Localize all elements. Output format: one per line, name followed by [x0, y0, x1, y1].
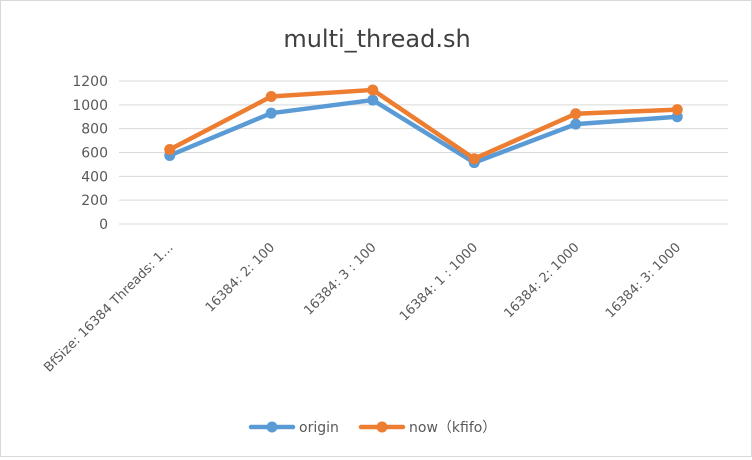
- y-axis: 0 200 400 600 800 1000 1200: [72, 74, 108, 233]
- legend-label-0: origin: [299, 420, 339, 436]
- legend-marker-0: [266, 421, 278, 433]
- data-point: [265, 90, 277, 102]
- chart-title: multi_thread.sh: [283, 25, 470, 53]
- x-tick-label: 16384: 3 : 100: [301, 240, 379, 318]
- data-point: [367, 84, 379, 96]
- x-axis: BfSize: 16384 Threads: 1… 16384: 2: 100 16…: [41, 240, 684, 375]
- x-tick-label: 16384: 3: 1000: [603, 240, 684, 321]
- x-tick-label: 16384: 2: 1000: [501, 240, 582, 321]
- x-tick-label: BfSize: 16384 Threads: 1…: [41, 240, 176, 375]
- plot-area: [164, 84, 683, 169]
- legend-label-1: now（kfifo）: [409, 420, 496, 436]
- data-point: [468, 153, 480, 165]
- y-tick-label: 1000: [72, 98, 108, 114]
- y-tick-label: 0: [99, 217, 108, 233]
- data-point: [164, 144, 176, 156]
- x-tick-label: 16384: 2: 100: [203, 240, 278, 315]
- gridlines: [119, 80, 728, 225]
- y-tick-label: 1200: [72, 74, 108, 90]
- data-point: [570, 108, 582, 120]
- series-line-1: [167, 87, 680, 161]
- y-tick-label: 400: [81, 169, 108, 185]
- data-point: [570, 118, 582, 130]
- legend-marker-1: [376, 421, 388, 433]
- data-point: [265, 107, 277, 119]
- y-tick-label: 600: [81, 146, 108, 162]
- x-tick-label: 16384: 1 : 1000: [397, 240, 481, 324]
- data-point: [367, 94, 379, 106]
- series-line-0: [167, 97, 680, 165]
- legend: origin now（kfifo）: [248, 420, 496, 436]
- y-tick-label: 800: [81, 122, 108, 138]
- y-tick-label: 200: [81, 193, 108, 209]
- data-point: [671, 104, 683, 116]
